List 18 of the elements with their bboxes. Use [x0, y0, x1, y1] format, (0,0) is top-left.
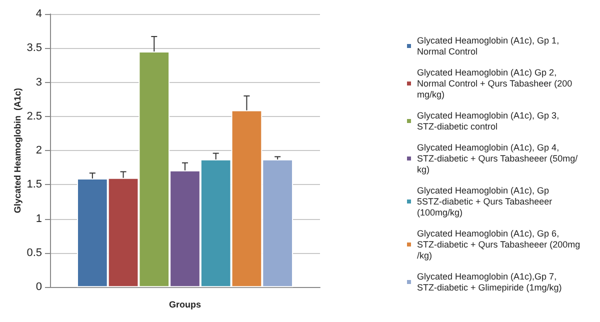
legend-label: Glycated Heamoglobin (A1c), Gp 1, Normal Control — [417, 36, 562, 56]
y-tick-label: 1 — [36, 212, 42, 225]
y-tick-label: 1.5 — [26, 178, 42, 191]
legend-label: Glycated Heamoglobin (A1c) Gp 2, Normal Control + Qurs Tabasheer (200 mg/kg) — [417, 68, 575, 100]
y-axis-title: Glycated Heamoglobin (A1c) — [12, 88, 22, 214]
y-tick-label: 2 — [36, 144, 42, 157]
legend-label: Glycated Heamoglobin (A1c), Gp 6,STZ-diabetic + Qurs Tabasheeer (200mg/kg) — [417, 228, 580, 260]
y-tick-label: 0 — [36, 281, 42, 294]
y-tick-label: 3.5 — [26, 42, 42, 54]
legend-label: Glycated Heamoglobin (A1c), Gp 3, STZ-diabetic control — [417, 110, 562, 132]
legend-label: Glycated Heamoglobin (A1c), Gp 5STZ-diabetic + Qurs Tabasheeer (100mg/kg) — [417, 186, 555, 218]
y-tick-label: 3 — [36, 76, 42, 88]
x-axis-title: Groups — [168, 300, 202, 310]
legend-label: Glycated Heamoglobin (A1c),Gp 7, STZ-diabetic + Glimepiride (1mg/kg) — [417, 272, 562, 292]
y-tick-label: 4 — [36, 8, 42, 20]
y-tick-label: 0.5 — [26, 246, 42, 259]
legend-label: Glycated Heamoglobin (A1c), Gp 4,STZ-diabetic + Qurs Tabasheeer (50mg/kg) — [417, 142, 578, 174]
y-tick-label: 2.5 — [26, 110, 42, 122]
